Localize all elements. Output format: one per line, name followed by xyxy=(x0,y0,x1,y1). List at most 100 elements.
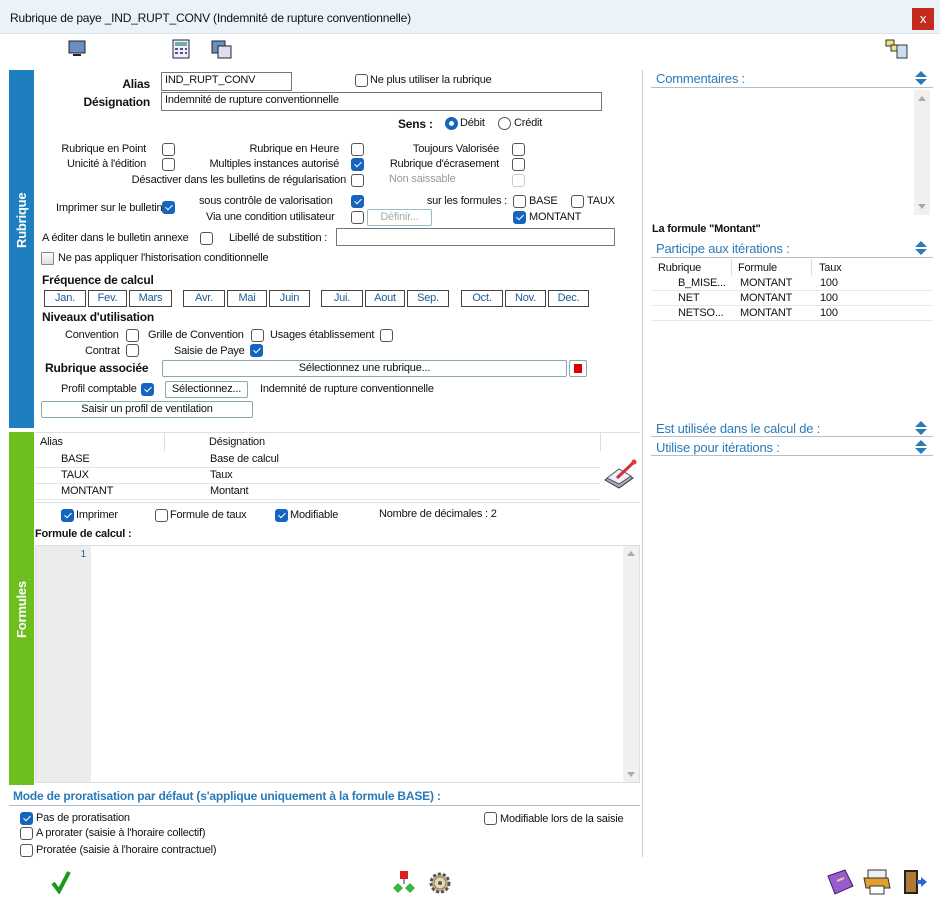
rubrique-en-heure-checkbox[interactable] xyxy=(351,143,364,156)
formules-tab[interactable]: Formules xyxy=(9,432,34,785)
select-profil-button[interactable]: Sélectionnez... xyxy=(165,381,248,398)
collapse-toggle-icon[interactable] xyxy=(915,440,928,454)
usages-checkbox[interactable] xyxy=(380,329,393,342)
collapse-toggle-icon[interactable] xyxy=(915,241,928,255)
calculator-icon[interactable] xyxy=(172,39,190,59)
utilise-iterations-header: Utilise pour itérations : xyxy=(656,440,780,455)
collapse-toggle-icon[interactable] xyxy=(915,71,928,85)
historisation-checkbox[interactable] xyxy=(41,252,54,265)
proratee-checkbox[interactable] xyxy=(20,844,33,857)
close-button[interactable]: x xyxy=(912,8,934,30)
alias-input[interactable]: IND_RUPT_CONV xyxy=(161,72,292,91)
printer-icon[interactable] xyxy=(862,868,892,896)
contrat-checkbox[interactable] xyxy=(126,344,139,357)
select-rubrique-button[interactable]: Sélectionnez une rubrique... xyxy=(162,360,567,377)
validate-checkmark-icon[interactable] xyxy=(50,870,72,894)
commentaires-textarea[interactable] xyxy=(651,90,913,214)
hierarchy-icon[interactable] xyxy=(392,870,416,896)
frequence-label: Fréquence de calcul xyxy=(42,273,154,287)
month-juin-button[interactable]: Juin xyxy=(269,290,310,307)
profil-comptable-checkbox[interactable] xyxy=(141,383,154,396)
desactiver-regularisation-checkbox[interactable] xyxy=(351,174,364,187)
credit-radio[interactable] xyxy=(498,117,511,130)
commentaires-scrollbar[interactable] xyxy=(914,90,930,215)
imprimer-bulletin-checkbox[interactable] xyxy=(162,201,175,214)
month-jan-button[interactable]: Jan. xyxy=(44,290,86,307)
modifiable-saisie-checkbox[interactable] xyxy=(484,812,497,825)
formule-taux-label: Formule de taux xyxy=(170,509,247,521)
ne-plus-utiliser-checkbox[interactable] xyxy=(355,74,368,87)
col-divider xyxy=(164,433,165,451)
month-avr-button[interactable]: Avr. xyxy=(183,290,225,307)
bulletin-annexe-checkbox[interactable] xyxy=(200,232,213,245)
month-jui-button[interactable]: Jui. xyxy=(321,290,363,307)
multiples-instances-label: Multiples instances autorisé xyxy=(209,158,339,170)
base-label: BASE xyxy=(529,195,558,207)
book-icon[interactable] xyxy=(825,868,855,896)
window-copy-icon[interactable] xyxy=(211,39,233,59)
month-fev-button[interactable]: Fev. xyxy=(88,290,127,307)
line-number: 1 xyxy=(80,549,87,560)
clear-rubrique-button[interactable] xyxy=(569,360,587,377)
code-scrollbar[interactable] xyxy=(623,546,639,782)
ventilation-button[interactable]: Saisir un profil de ventilation xyxy=(41,401,253,418)
modifiable-checkbox[interactable] xyxy=(275,509,288,522)
debit-label: Débit xyxy=(460,117,485,129)
separator xyxy=(35,432,640,433)
iteration-row[interactable]: NET MONTANT 100 xyxy=(651,291,933,306)
monitor-icon[interactable] xyxy=(67,40,87,58)
formule-title: La formule "Montant" xyxy=(652,223,761,235)
sous-controle-checkbox[interactable] xyxy=(351,195,364,208)
code-editor[interactable]: 1 xyxy=(35,545,640,783)
libelle-substition-input[interactable] xyxy=(336,228,615,246)
gear-icon[interactable] xyxy=(426,870,454,896)
modifiable-saisie-label: Modifiable lors de la saisie xyxy=(500,813,624,825)
base-checkbox[interactable] xyxy=(513,195,526,208)
debit-radio[interactable] xyxy=(445,117,458,130)
grille-checkbox[interactable] xyxy=(251,329,264,342)
month-oct-button[interactable]: Oct. xyxy=(461,290,503,307)
designation-input[interactable]: Indemnité de rupture conventionnelle xyxy=(161,92,602,111)
month-nov-button[interactable]: Nov. xyxy=(505,290,546,307)
month-mars-button[interactable]: Mars xyxy=(129,290,172,307)
month-sep-button[interactable]: Sep. xyxy=(407,290,449,307)
imprimer-checkbox[interactable] xyxy=(61,509,74,522)
iteration-row[interactable]: B_MISE... MONTANT 100 xyxy=(651,276,933,291)
month-aout-button[interactable]: Aout xyxy=(365,290,405,307)
multiples-instances-checkbox[interactable] xyxy=(351,158,364,171)
montant-label: MONTANT xyxy=(529,211,582,223)
montant-checkbox[interactable] xyxy=(513,211,526,224)
saisie-checkbox[interactable] xyxy=(250,344,263,357)
pas-proratisation-label: Pas de proratisation xyxy=(36,812,130,824)
convention-checkbox[interactable] xyxy=(126,329,139,342)
iter-taux: 100 xyxy=(820,307,838,319)
iter-formule: MONTANT xyxy=(740,277,793,289)
formule-row-taux[interactable]: TAUX Taux xyxy=(35,468,600,484)
definir-button[interactable]: Définir... xyxy=(367,209,432,226)
iteration-row[interactable]: NETSO... MONTANT 100 xyxy=(651,306,933,321)
month-dec-button[interactable]: Dec. xyxy=(548,290,589,307)
via-condition-checkbox[interactable] xyxy=(351,211,364,224)
separator xyxy=(9,805,640,806)
panel-divider xyxy=(642,70,643,857)
a-prorater-label: A prorater (saisie à l'horaire collectif… xyxy=(36,827,206,839)
sens-label: Sens : xyxy=(398,117,433,131)
formule-row-base[interactable]: BASE Base de calcul xyxy=(35,452,600,468)
pas-proratisation-checkbox[interactable] xyxy=(20,812,33,825)
formule-row-montant[interactable]: MONTANT Montant xyxy=(35,484,600,500)
formule-taux-checkbox[interactable] xyxy=(155,509,168,522)
rubrique-tab[interactable]: Rubrique xyxy=(9,70,34,428)
collapse-toggle-icon[interactable] xyxy=(915,421,928,435)
rubrique-ecrasement-checkbox[interactable] xyxy=(512,158,525,171)
unicite-edition-checkbox[interactable] xyxy=(162,158,175,171)
exit-door-icon[interactable] xyxy=(900,868,928,896)
edit-pencil-icon[interactable] xyxy=(603,458,637,490)
rubrique-en-point-checkbox[interactable] xyxy=(162,143,175,156)
formule-designation: Montant xyxy=(210,485,249,497)
duplicate-icon[interactable] xyxy=(885,39,909,59)
iter-col-rubrique: Rubrique xyxy=(658,262,702,274)
month-mai-button[interactable]: Mai xyxy=(227,290,267,307)
toujours-valorisee-checkbox[interactable] xyxy=(512,143,525,156)
a-prorater-checkbox[interactable] xyxy=(20,827,33,840)
taux-checkbox[interactable] xyxy=(571,195,584,208)
